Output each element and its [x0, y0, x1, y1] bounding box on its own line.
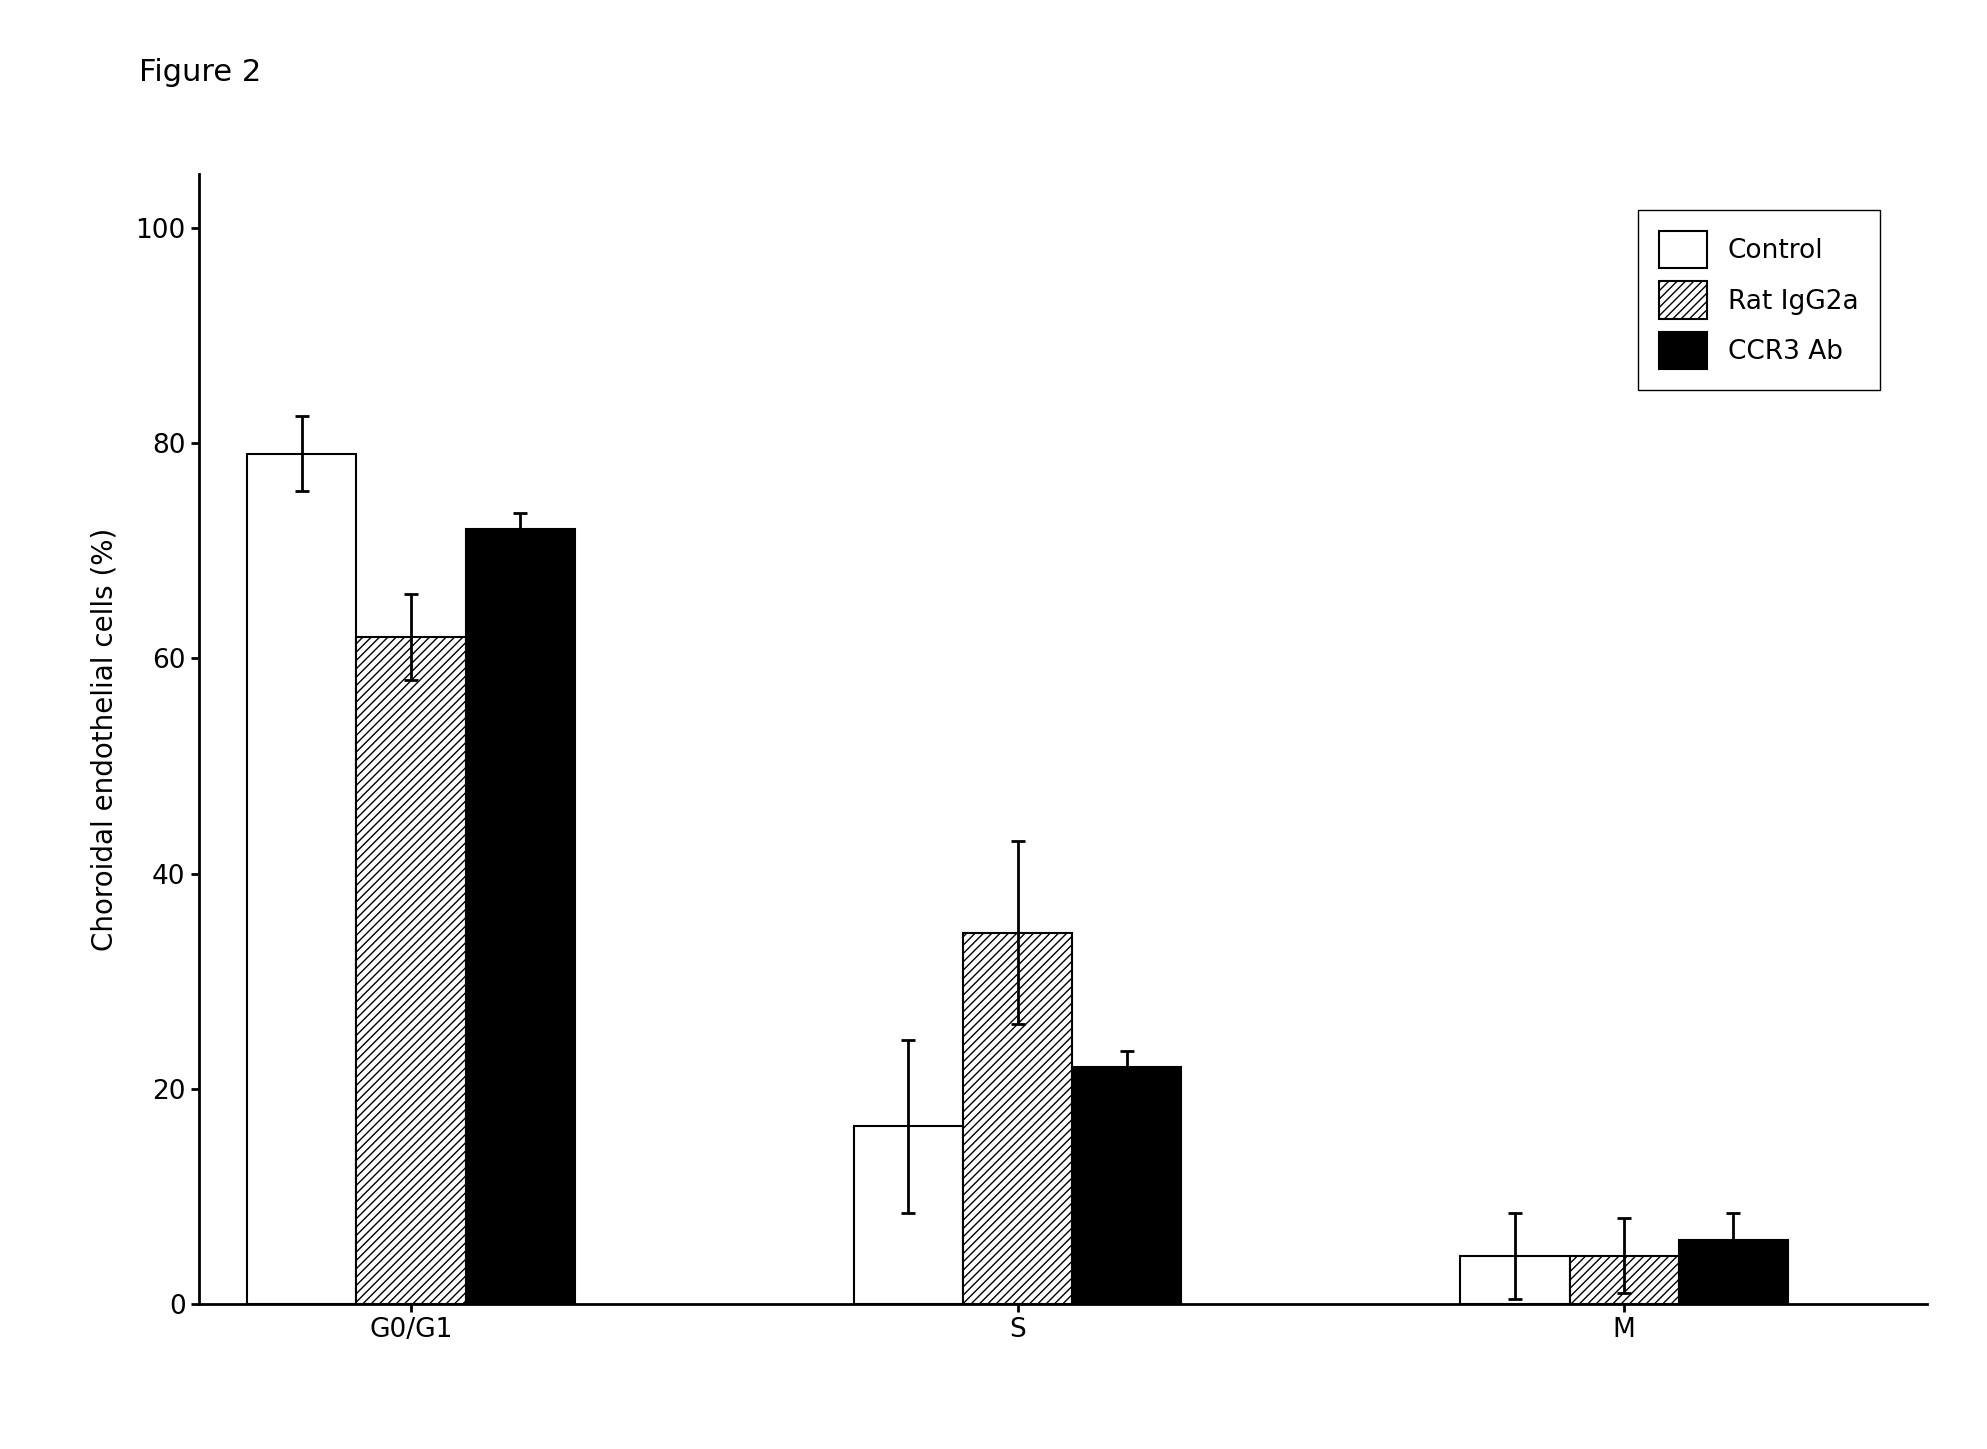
Y-axis label: Choroidal endothelial cells (%): Choroidal endothelial cells (%) — [91, 527, 119, 951]
Bar — [356, 636, 465, 1304]
Bar — [854, 1126, 964, 1304]
Bar — [964, 933, 1073, 1304]
Bar — [246, 454, 356, 1304]
Bar — [465, 529, 574, 1304]
Legend: Control, Rat IgG2a, CCR3 Ab: Control, Rat IgG2a, CCR3 Ab — [1637, 210, 1880, 390]
Bar — [1679, 1239, 1788, 1304]
Text: Figure 2: Figure 2 — [139, 58, 262, 87]
Bar — [1460, 1256, 1570, 1304]
Bar — [1570, 1256, 1679, 1304]
Bar — [1073, 1068, 1182, 1304]
